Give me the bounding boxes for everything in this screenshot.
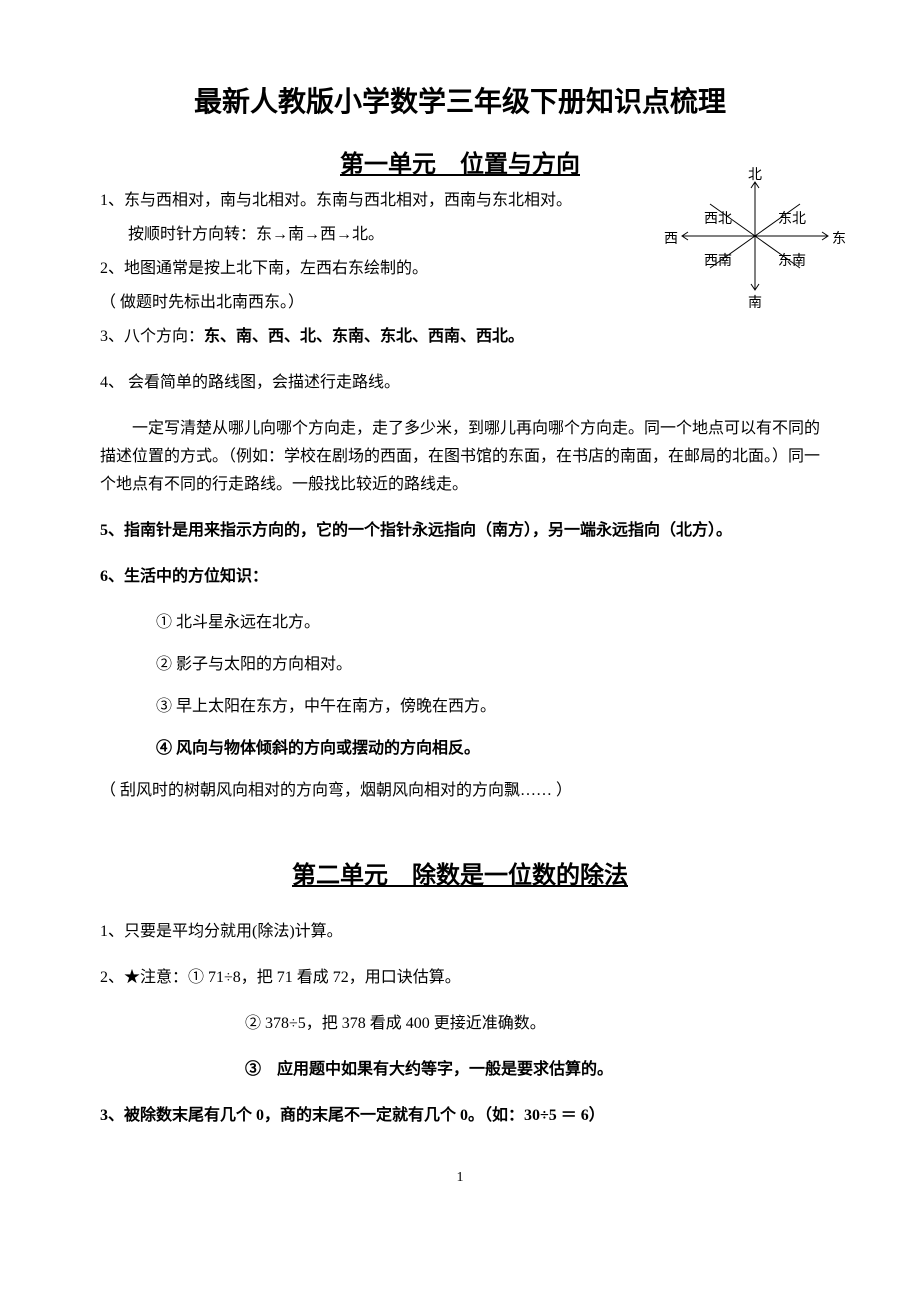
unit2-p2b: ② 378÷5，把 378 看成 400 更接近准确数。 <box>100 1010 820 1038</box>
unit1-p3: 3、八个方向：东、南、西、北、东南、东北、西南、西北。 <box>100 323 820 351</box>
unit1-p6-2: ② 影子与太阳的方向相对。 <box>156 651 820 679</box>
unit1-p6-1: ① 北斗星永远在北方。 <box>156 609 820 637</box>
compass-label-ne: 东北 <box>778 208 806 228</box>
compass-label-w: 西 <box>664 228 678 248</box>
unit2-p2: 2、★注意：① 71÷8，把 71 看成 72，用口诀估算。 <box>100 964 820 992</box>
unit2-title: 第二单元 除数是一位数的除法 <box>100 855 820 890</box>
compass-label-se: 东南 <box>778 250 806 270</box>
unit2-p2c: ③ 应用题中如果有大约等字，一般是要求估算的。 <box>100 1056 820 1084</box>
compass-label-nw: 西北 <box>704 208 732 228</box>
compass-diagram: 北 南 东 西 东北 西北 东南 西南 <box>660 168 850 313</box>
compass-label-sw: 西南 <box>704 250 732 270</box>
compass-label-s: 南 <box>748 292 762 312</box>
main-title: 最新人教版小学数学三年级下册知识点梳理 <box>100 80 820 120</box>
unit2-p1: 1、只要是平均分就用(除法)计算。 <box>100 918 820 946</box>
unit2-p3: 3、被除数末尾有几个 0，商的末尾不一定就有几个 0。（如：30÷5 ＝ 6） <box>100 1102 820 1130</box>
unit1-p6: 6、生活中的方位知识： <box>100 563 820 591</box>
unit1-p4-desc: 一定写清楚从哪儿向哪个方向走，走了多少米，到哪儿再向哪个方向走。同一个地点可以有… <box>100 415 820 499</box>
unit1-p3-bold: 东、南、西、北、东南、东北、西南、西北。 <box>204 328 524 345</box>
unit1-p6-note: （ 刮风时的树朝风向相对的方向弯，烟朝风向相对的方向飘…… ） <box>100 777 820 805</box>
compass-label-n: 北 <box>748 164 762 184</box>
unit1-p3-prefix: 3、八个方向： <box>100 328 204 345</box>
compass-label-e: 东 <box>832 228 846 248</box>
page-number: 1 <box>100 1170 820 1186</box>
unit1-p6-4: ④ 风向与物体倾斜的方向或摆动的方向相反。 <box>156 735 820 763</box>
page: 最新人教版小学数学三年级下册知识点梳理 第一单元 位置与方向 <box>0 0 920 1302</box>
unit1-p6-3: ③ 早上太阳在东方，中午在南方，傍晚在西方。 <box>156 693 820 721</box>
unit1-p5: 5、指南针是用来指示方向的，它的一个指针永远指向（南方），另一端永远指向（北方）… <box>100 517 820 545</box>
unit1-p4: 4、 会看简单的路线图，会描述行走路线。 <box>100 369 820 397</box>
